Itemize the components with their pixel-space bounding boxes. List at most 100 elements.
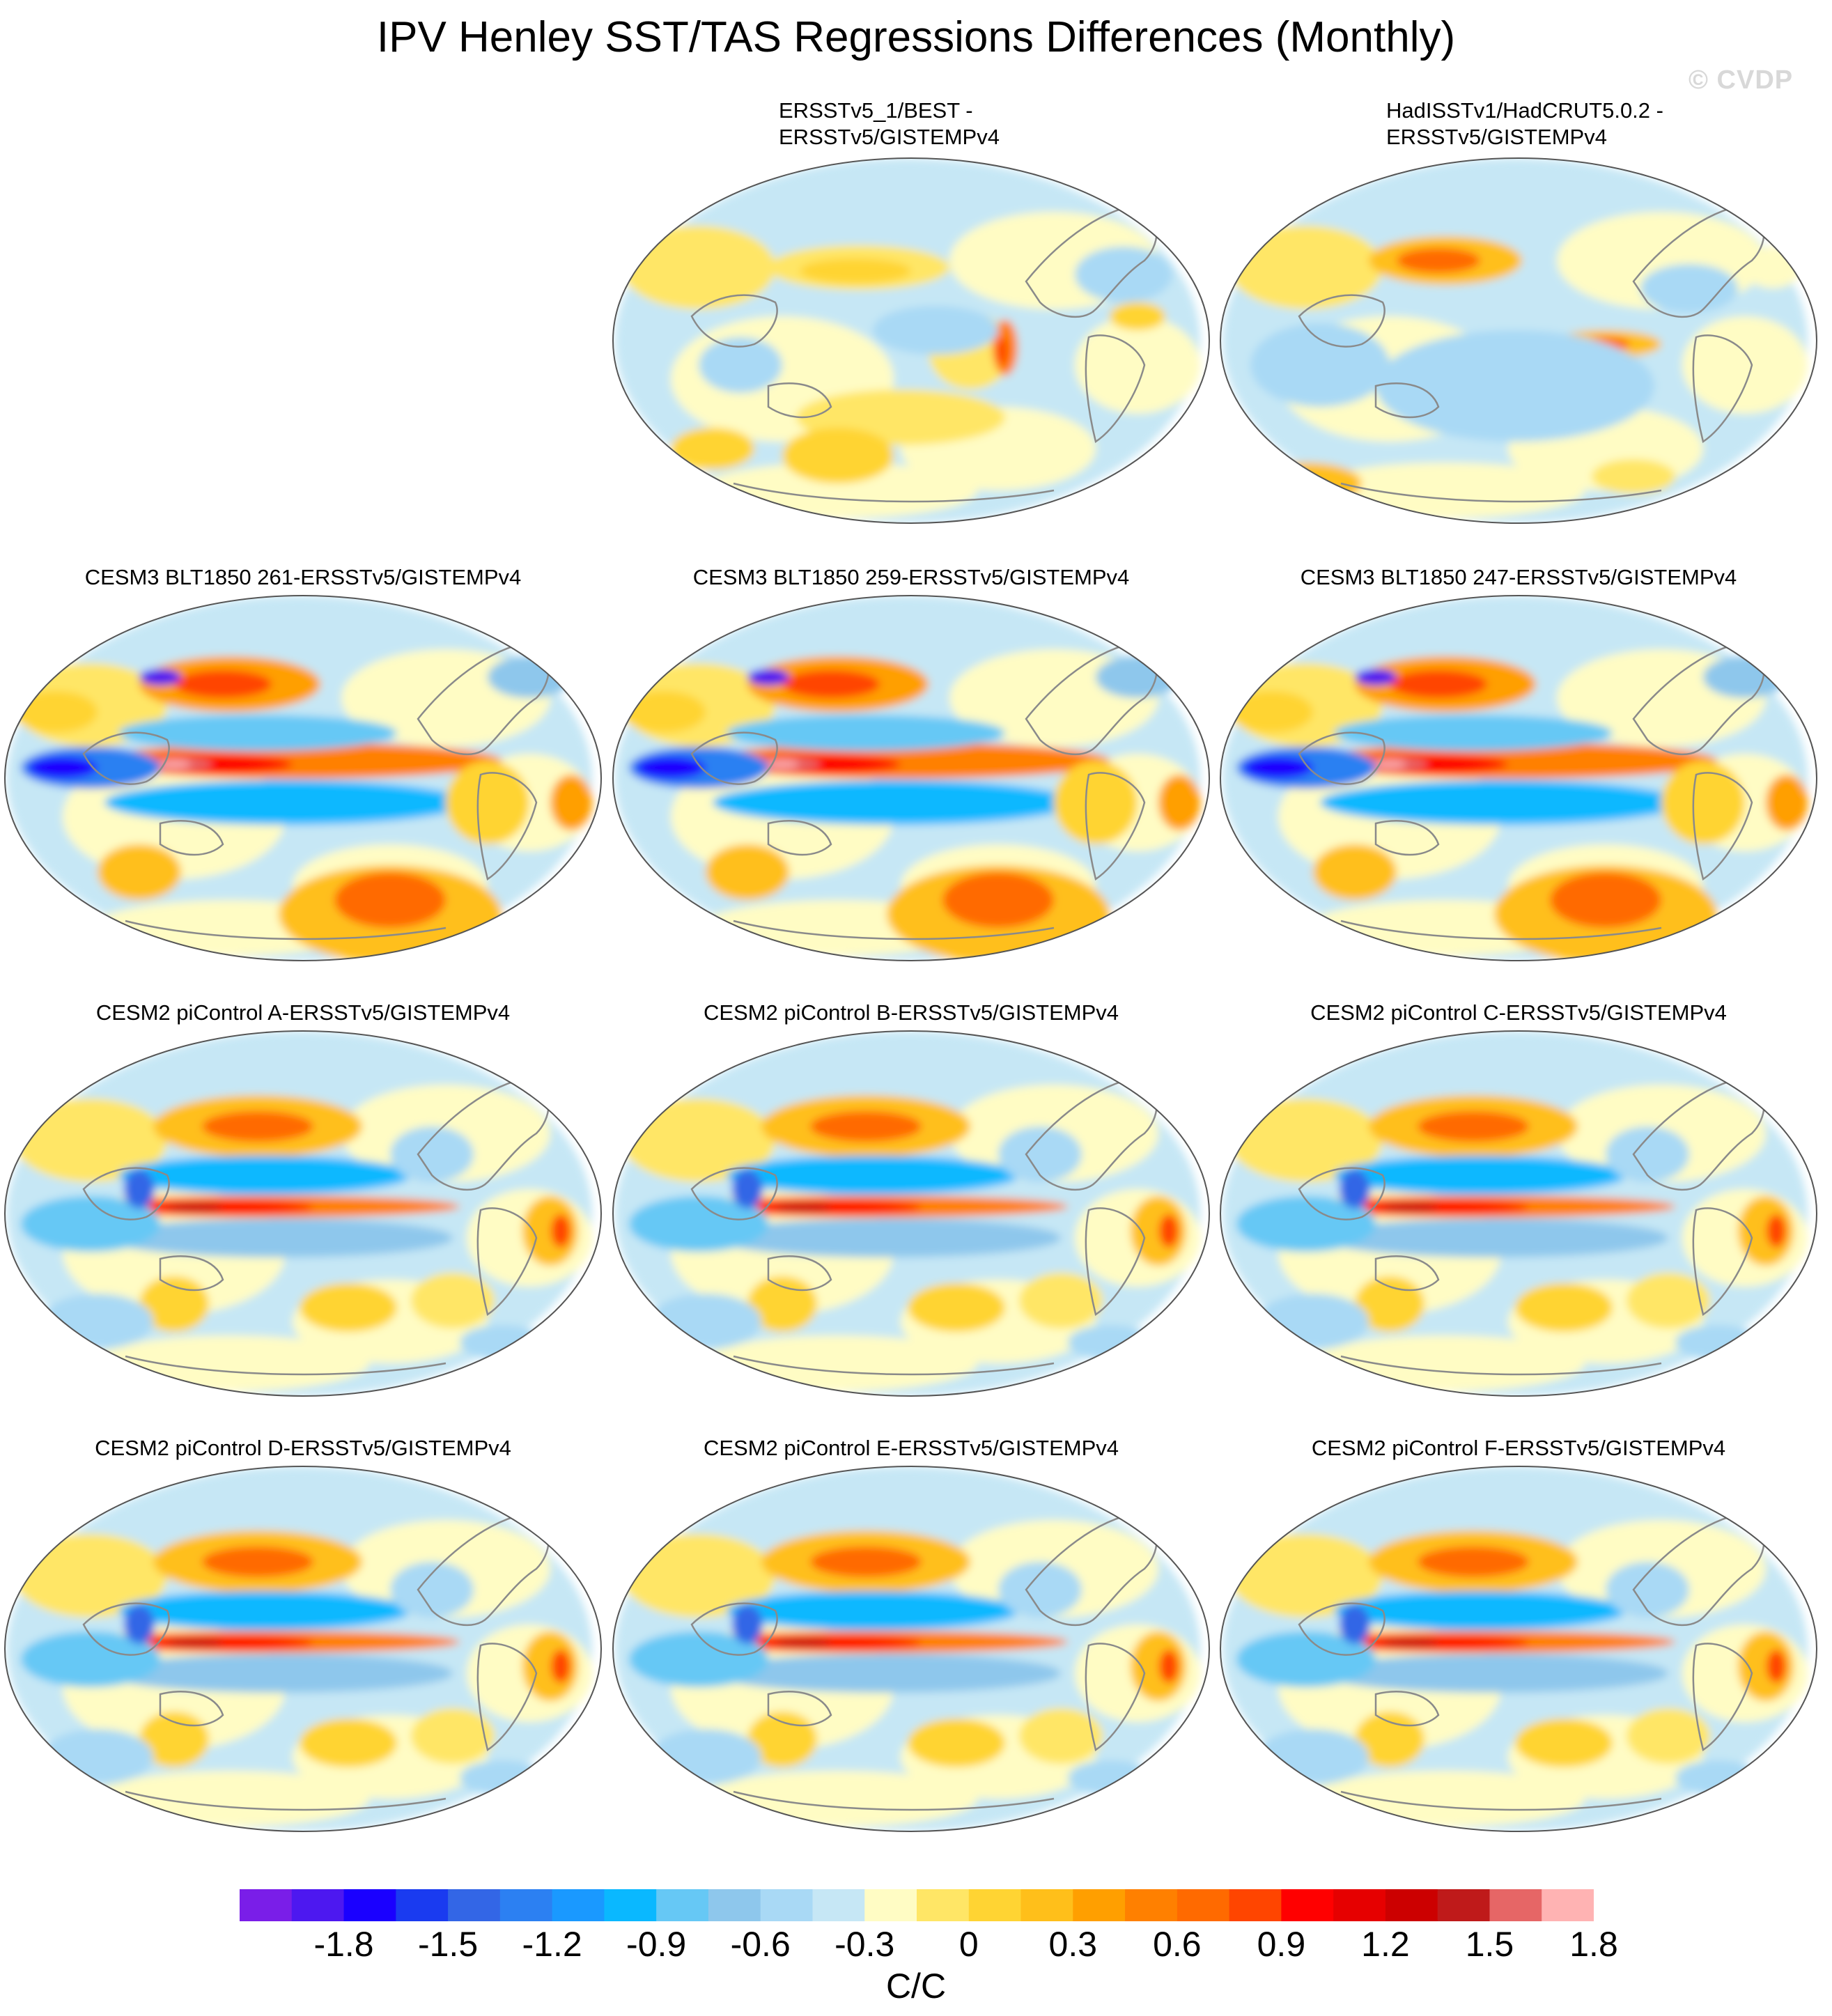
coastline <box>476 1207 538 1317</box>
panel-title: CESM2 piControl A-ERSSTv5/GISTEMPv4 <box>0 1000 606 1026</box>
colorbar-swatch <box>343 1889 396 1921</box>
field-blob <box>1236 1196 1376 1252</box>
field-blob <box>1682 316 1808 414</box>
colorbar-swatch <box>1073 1889 1126 1921</box>
map-border <box>612 595 1210 961</box>
field-blob <box>1515 1283 1613 1332</box>
coastline <box>1374 1691 1440 1727</box>
field-blob <box>1158 775 1200 830</box>
field-blob <box>28 757 98 779</box>
coastline <box>1632 203 1765 318</box>
field-blob <box>908 1719 1005 1767</box>
field-blob <box>732 1170 763 1209</box>
field-blob <box>1627 1708 1710 1764</box>
coastline <box>1085 334 1146 444</box>
colorbar-tick-label: 0.9 <box>1257 1925 1306 1964</box>
colorbar-swatch <box>1281 1889 1334 1921</box>
regression-field <box>615 596 1200 961</box>
coastline <box>1298 294 1385 348</box>
coastline <box>1025 1076 1158 1191</box>
field-blob <box>1236 1631 1376 1687</box>
field-blob <box>775 1638 831 1647</box>
colorbar-tick-label: -1.2 <box>522 1925 582 1964</box>
coastline <box>1374 820 1440 856</box>
field-blob <box>942 872 1054 928</box>
map-border <box>4 595 602 961</box>
field-blob <box>1703 656 1787 698</box>
coastline <box>1374 1255 1440 1292</box>
watermark: © CVDP <box>1689 65 1794 95</box>
field-blob <box>551 1214 570 1248</box>
robinson-map <box>612 1466 1210 1832</box>
colorbar-tick-label: 1.5 <box>1465 1925 1514 1964</box>
coastline <box>767 820 832 856</box>
map-panel: CESM3 BLT1850 247-ERSSTv5/GISTEMPv4 <box>1216 564 1822 975</box>
coastline <box>417 1512 550 1627</box>
colorbar-swatch <box>708 1889 761 1921</box>
coastline <box>1025 641 1158 756</box>
map-panel: ERSSTv5_1/BEST - ERSSTv5/GISTEMPv4 <box>608 98 1214 524</box>
field-blob <box>1229 1534 1383 1618</box>
regression-field <box>7 1031 592 1396</box>
field-blob <box>14 1534 167 1618</box>
coastline <box>476 1643 538 1752</box>
panel-title: CESM2 piControl E-ERSSTv5/GISTEMPv4 <box>608 1435 1214 1461</box>
map-panel: CESM2 piControl F-ERSSTv5/GISTEMPv4 <box>1216 1435 1822 1846</box>
field-blob <box>550 775 592 830</box>
panel-title: CESM3 BLT1850 247-ERSSTv5/GISTEMPv4 <box>1216 564 1822 591</box>
field-blob <box>1376 330 1654 442</box>
field-blob <box>622 1099 775 1182</box>
map-border <box>612 1030 1210 1397</box>
robinson-map <box>4 595 602 961</box>
field-blob <box>118 715 397 751</box>
colorbar-tick-label: 1.2 <box>1361 1925 1410 1964</box>
field-blob <box>1257 1294 1369 1349</box>
colorbar-tick-label: 0 <box>958 1925 979 1964</box>
field-blob <box>1110 302 1165 330</box>
map-border <box>1220 157 1817 524</box>
coastline <box>1340 920 1662 940</box>
coastline <box>159 1255 224 1292</box>
field-blob <box>1019 1273 1103 1328</box>
colorbar-units: C/C <box>885 1967 947 2006</box>
colorbar-tick-label: -1.5 <box>417 1925 479 1964</box>
field-blob <box>1383 1638 1438 1647</box>
field-blob <box>998 1562 1082 1618</box>
field-blob <box>174 670 272 698</box>
field-blob <box>1738 1631 1794 1701</box>
field-blob <box>1418 1546 1529 1577</box>
field-blob <box>629 1631 768 1687</box>
field-blob <box>1250 323 1390 407</box>
field-blob <box>1767 1650 1786 1683</box>
field-blob <box>727 715 1005 751</box>
field-blob <box>1767 1214 1786 1248</box>
field-blob <box>118 1591 411 1630</box>
coastline <box>1632 1076 1765 1191</box>
panel-title-line: CESM3 BLT1850 261-ERSSTv5/GISTEMPv4 <box>84 565 522 589</box>
colorbar-swatch <box>1333 1889 1386 1921</box>
coastline <box>1298 731 1385 785</box>
field-blob <box>167 1203 223 1211</box>
field-blob <box>873 306 998 355</box>
field-blob <box>1355 669 1397 685</box>
field-blob <box>1397 248 1480 273</box>
field-blob <box>390 1126 474 1182</box>
coastline <box>1085 1207 1146 1317</box>
regression-field <box>7 596 592 961</box>
coastline <box>159 1691 224 1727</box>
field-blob <box>1054 761 1138 844</box>
field-blob <box>1159 1650 1179 1683</box>
coastline <box>1085 772 1146 881</box>
colorbar-swatch <box>1542 1889 1594 1921</box>
field-blob <box>104 780 467 825</box>
map-panel: HadISSTv1/HadCRUT5.0.2 - ERSSTv5/GISTEMPv… <box>1216 98 1822 524</box>
colorbar-tick-label: -1.8 <box>313 1925 374 1964</box>
robinson-map <box>1220 595 1817 961</box>
regression-field <box>615 1031 1200 1396</box>
map-border <box>4 1466 602 1832</box>
field-blob <box>782 670 880 698</box>
colorbar-tick-label: -0.3 <box>835 1925 895 1964</box>
field-blob <box>1606 1126 1689 1182</box>
field-blob <box>1229 691 1313 733</box>
field-blob <box>522 1196 578 1266</box>
